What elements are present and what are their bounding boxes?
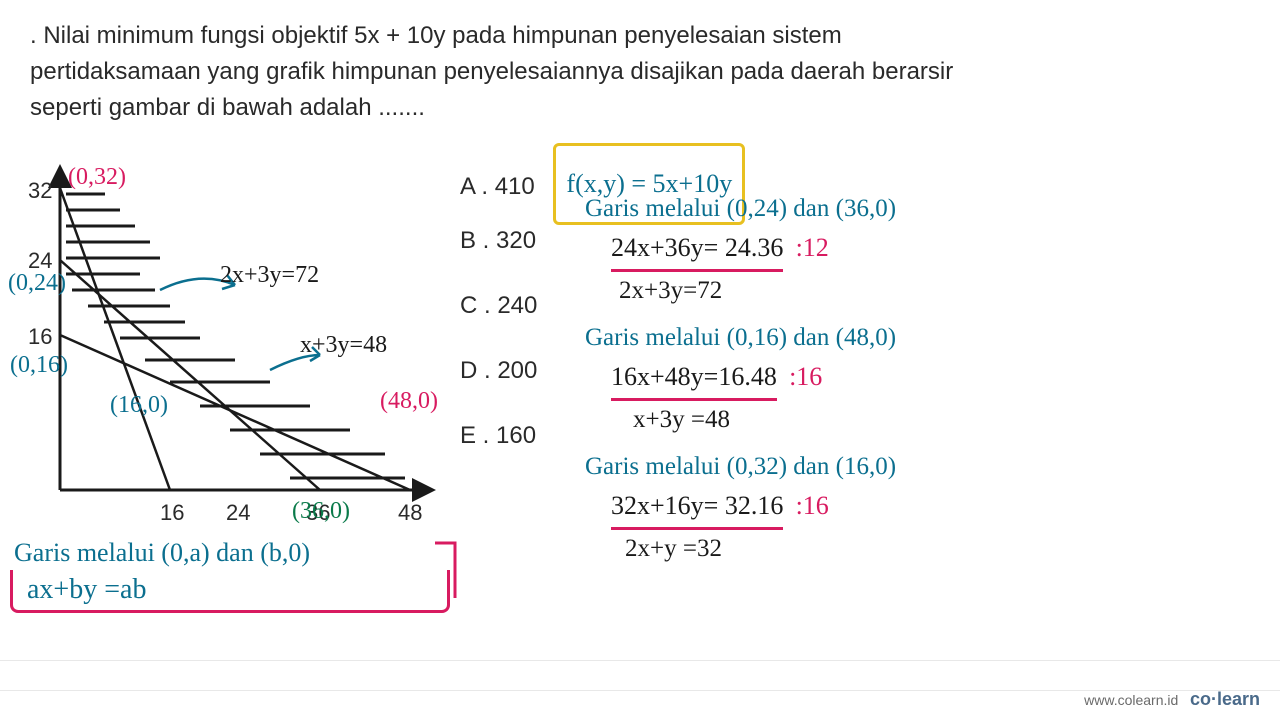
g2-eq1: 16x+48y=16.48 bbox=[611, 357, 777, 401]
label-x3y48: x+3y=48 bbox=[300, 332, 387, 359]
g3-div: :16 bbox=[796, 491, 829, 520]
ann-0-24: (0,24) bbox=[8, 270, 66, 297]
ann-0-32: (0,32) bbox=[68, 164, 126, 191]
work-area: Garis melalui (0,24) dan (36,0) 24x+36y=… bbox=[585, 190, 1265, 567]
formula-title: Garis melalui (0,a) dan (b,0) bbox=[14, 538, 310, 568]
g1-title: Garis melalui (0,24) dan (36,0) bbox=[585, 190, 1265, 228]
g2-div: :16 bbox=[789, 362, 822, 391]
g2-eq-row: 16x+48y=16.48 :16 bbox=[585, 357, 1265, 401]
g1-eq2: 2x+3y=72 bbox=[585, 272, 1265, 310]
option-a-text: A . 410 bbox=[460, 173, 535, 200]
g2-title: Garis melalui (0,16) dan (48,0) bbox=[585, 319, 1265, 357]
footer: www.colearn.id co·learn bbox=[1084, 689, 1260, 710]
label-2x3y72: 2x+3y=72 bbox=[220, 262, 319, 289]
g1-div: :12 bbox=[796, 233, 829, 262]
ytick-16: 16 bbox=[28, 324, 52, 350]
formula-bracket bbox=[430, 538, 470, 608]
g3-eq1: 32x+16y= 32.16 bbox=[611, 486, 783, 530]
ann-48-0: (48,0) bbox=[380, 388, 438, 415]
g3-eq-row: 32x+16y= 32.16 :16 bbox=[585, 486, 1265, 530]
xtick-16: 16 bbox=[160, 500, 184, 526]
footer-brand: co·learn bbox=[1190, 689, 1260, 709]
g2-eq2: x+3y =48 bbox=[585, 401, 1265, 439]
g3-title: Garis melalui (0,32) dan (16,0) bbox=[585, 448, 1265, 486]
g1-eq1: 24x+36y= 24.36 bbox=[611, 228, 783, 272]
ytick-32: 32 bbox=[28, 178, 52, 204]
formula-eq: ax+by =ab bbox=[27, 574, 433, 606]
graph-area: 32 24 16 16 24 36 48 (0,32) (0,24) (0,16… bbox=[10, 160, 450, 600]
question-text: . Nilai minimum fungsi objektif 5x + 10y… bbox=[30, 18, 1030, 126]
question-line1: . Nilai minimum fungsi objektif 5x + 10y… bbox=[30, 18, 1030, 54]
g1-eq-row: 24x+36y= 24.36 :12 bbox=[585, 228, 1265, 272]
g3-eq2: 2x+y =32 bbox=[585, 530, 1265, 568]
formula-box: ax+by =ab bbox=[10, 570, 450, 613]
question-line2: pertidaksamaan yang grafik himpunan peny… bbox=[30, 54, 1030, 90]
xtick-24: 24 bbox=[226, 500, 250, 526]
page-rule bbox=[0, 660, 1280, 661]
xtick-48: 48 bbox=[398, 500, 422, 526]
question-line3: seperti gambar di bawah adalah ....... bbox=[30, 94, 425, 121]
ann-16-0: (16,0) bbox=[110, 392, 168, 419]
ann-0-16: (0,16) bbox=[10, 352, 68, 379]
footer-url: www.colearn.id bbox=[1084, 692, 1178, 708]
ann-36-0: (36,0) bbox=[292, 498, 350, 525]
